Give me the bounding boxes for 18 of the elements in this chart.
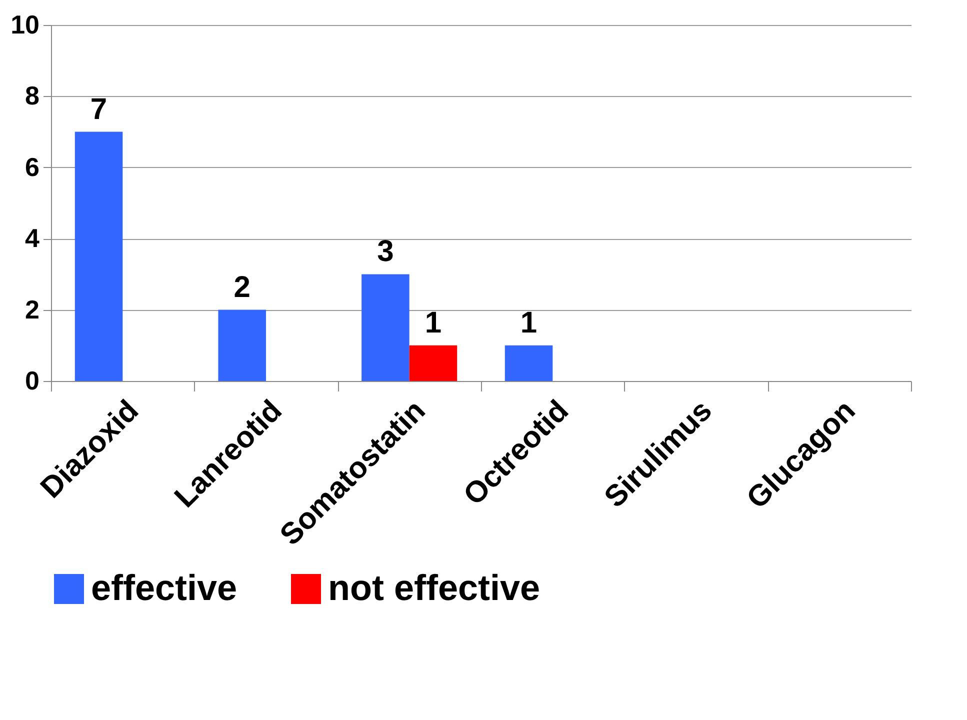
bar <box>218 310 266 381</box>
legend-label: effective <box>91 567 238 608</box>
data-label: 7 <box>90 92 108 126</box>
bar <box>74 132 123 381</box>
y-tick-label: 4 <box>25 223 40 254</box>
y-tick-label: 6 <box>25 152 40 182</box>
data-label: 3 <box>377 235 394 268</box>
y-tick-label: 10 <box>10 10 40 40</box>
bar <box>362 274 410 381</box>
legend-label: not effective <box>328 567 540 608</box>
y-tick-label: 2 <box>25 294 40 324</box>
data-label: 2 <box>234 270 250 304</box>
y-tick-label: 0 <box>25 366 40 396</box>
bar <box>504 345 553 381</box>
data-label: 1 <box>520 306 538 340</box>
y-tick-label: 8 <box>25 80 40 111</box>
bar <box>409 345 458 381</box>
data-label: 1 <box>424 306 442 340</box>
